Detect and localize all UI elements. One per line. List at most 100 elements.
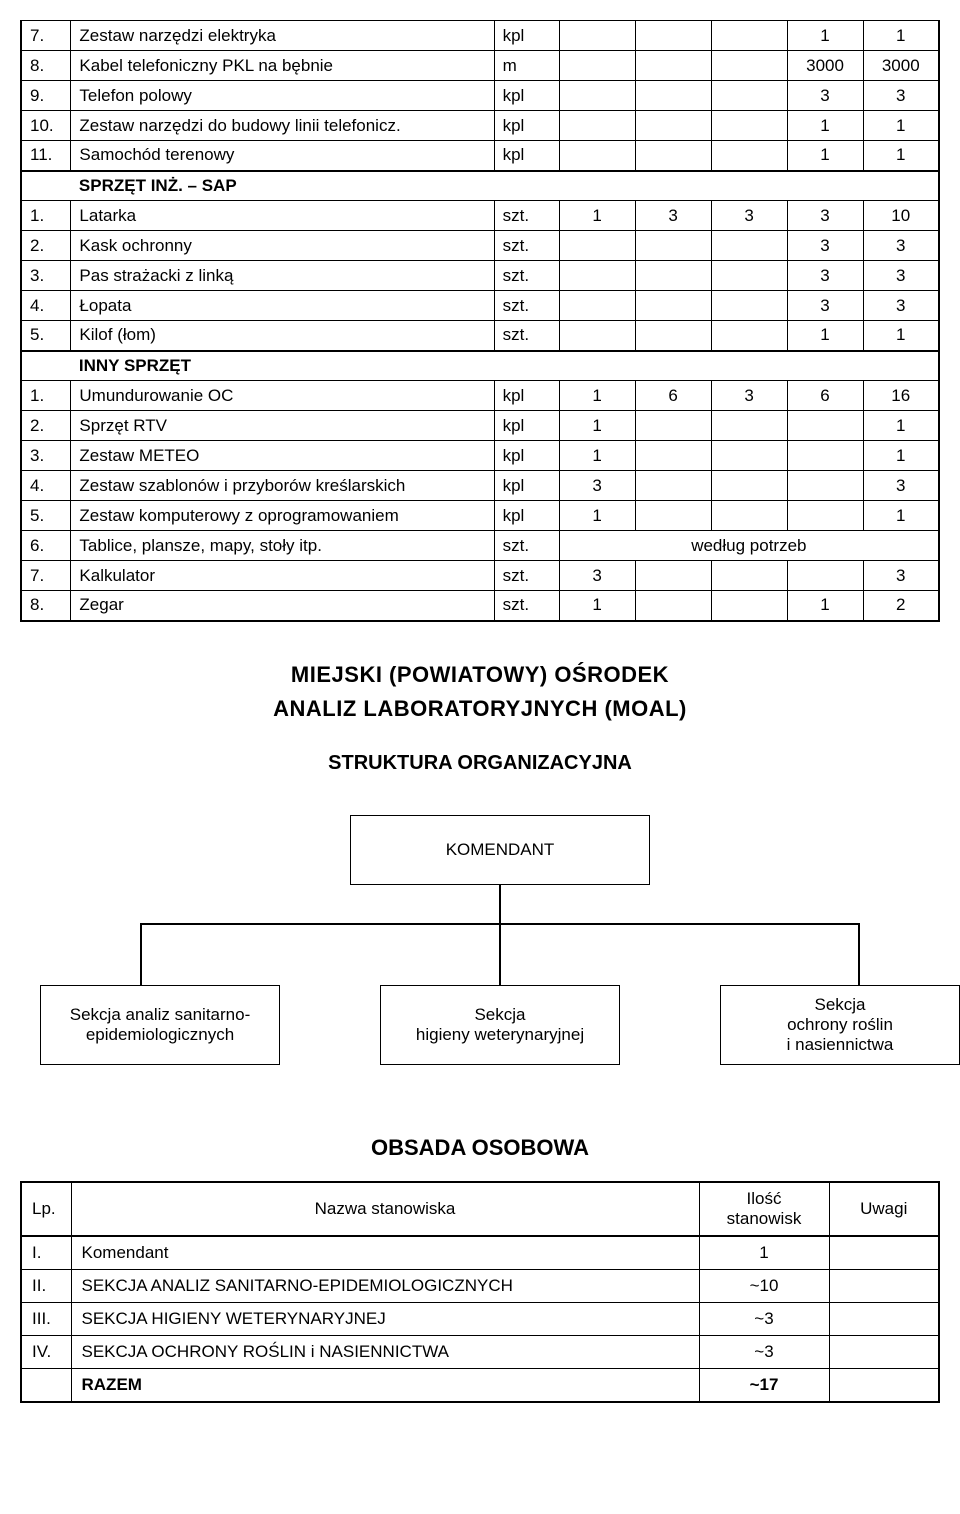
cell: 4. xyxy=(21,471,71,501)
cell: 3. xyxy=(21,261,71,291)
cell-value xyxy=(635,21,711,51)
section-row: INNY SPRZĘT xyxy=(21,351,939,381)
cell-value xyxy=(635,561,711,591)
cell: Kilof (łom) xyxy=(71,321,494,351)
cell-value: 1 xyxy=(559,441,635,471)
staff-cell xyxy=(829,1302,939,1335)
cell: szt. xyxy=(494,321,559,351)
cell-value xyxy=(635,231,711,261)
cell: szt. xyxy=(494,291,559,321)
cell: Umundurowanie OC xyxy=(71,381,494,411)
cell-value: 3 xyxy=(635,201,711,231)
cell-value xyxy=(711,411,787,441)
staff-cell: Komendant xyxy=(71,1236,699,1270)
table-row: 1.Umundurowanie OCkpl163616 xyxy=(21,381,939,411)
cell: kpl xyxy=(494,21,559,51)
cell-value: 1 xyxy=(787,21,863,51)
cell: 7. xyxy=(21,561,71,591)
staff-cell: SEKCJA ANALIZ SANITARNO-EPIDEMIOLOGICZNY… xyxy=(71,1269,699,1302)
table-row: 4.Łopataszt. 33 xyxy=(21,291,939,321)
cell: 8. xyxy=(21,51,71,81)
staff-head-name: Nazwa stanowiska xyxy=(71,1182,699,1236)
table-row: 3.Pas strażacki z linkąszt.33 xyxy=(21,261,939,291)
org-line xyxy=(499,885,501,925)
equipment-table: 7.Zestaw narzędzi elektrykakpl118.Kabel … xyxy=(20,20,940,622)
staff-cell xyxy=(829,1335,939,1368)
staff-header-row: Lp. Nazwa stanowiska Ilość stanowisk Uwa… xyxy=(21,1182,939,1236)
cell-value: 3 xyxy=(863,291,939,321)
cell: kpl xyxy=(494,471,559,501)
cell-value: 1 xyxy=(559,591,635,621)
cell-value: 3000 xyxy=(863,51,939,81)
org-right-box: Sekcja ochrony roślin i nasiennictwa xyxy=(720,985,960,1065)
cell-value xyxy=(635,411,711,441)
staff-cell xyxy=(829,1236,939,1270)
cell-value: 1 xyxy=(787,141,863,171)
cell-value: 1 xyxy=(787,591,863,621)
cell: Samochód terenowy xyxy=(71,141,494,171)
cell: kpl xyxy=(494,111,559,141)
cell-value: 1 xyxy=(863,321,939,351)
cell-value: 1 xyxy=(559,501,635,531)
cell-value xyxy=(635,261,711,291)
cell-value xyxy=(635,441,711,471)
table-row: 8.Kabel telefoniczny PKL na bębniem30003… xyxy=(21,51,939,81)
cell-value xyxy=(711,591,787,621)
staff-cell xyxy=(21,1368,71,1402)
staff-title: OBSADA OSOBOWA xyxy=(20,1135,940,1161)
cell-value: 6 xyxy=(635,381,711,411)
cell: Zestaw narzędzi elektryka xyxy=(71,21,494,51)
org-line xyxy=(499,923,501,985)
cell: 5. xyxy=(21,501,71,531)
cell: kpl xyxy=(494,501,559,531)
table-row: 7.Kalkulatorszt.33 xyxy=(21,561,939,591)
heading-structure: STRUKTURA ORGANIZACYJNA xyxy=(20,752,940,775)
cell: m xyxy=(494,51,559,81)
cell-value xyxy=(787,501,863,531)
cell-value: 16 xyxy=(863,381,939,411)
cell: Zestaw komputerowy z oprogramowaniem xyxy=(71,501,494,531)
cell: 8. xyxy=(21,591,71,621)
cell: 1. xyxy=(21,381,71,411)
cell-value xyxy=(635,81,711,111)
table-row: 3.Zestaw METEOkpl11 xyxy=(21,441,939,471)
staff-cell xyxy=(829,1368,939,1402)
cell: szt. xyxy=(494,231,559,261)
staff-cell: SEKCJA HIGIENY WETERYNARYJNEJ xyxy=(71,1302,699,1335)
cell: 5. xyxy=(21,321,71,351)
org-top-label: KOMENDANT xyxy=(446,840,555,860)
cell-value xyxy=(559,81,635,111)
staff-cell: ~17 xyxy=(699,1368,829,1402)
staff-cell: III. xyxy=(21,1302,71,1335)
staff-cell: ~3 xyxy=(699,1335,829,1368)
cell: Łopata xyxy=(71,291,494,321)
staff-row: IV.SEKCJA OCHRONY ROŚLIN i NASIENNICTWA~… xyxy=(21,1335,939,1368)
cell-value: 6 xyxy=(787,381,863,411)
staff-table: Lp. Nazwa stanowiska Ilość stanowisk Uwa… xyxy=(20,1181,940,1403)
org-right-label: Sekcja ochrony roślin i nasiennictwa xyxy=(787,995,894,1055)
cell-value xyxy=(559,21,635,51)
cell-value xyxy=(559,321,635,351)
cell-value: 3 xyxy=(787,231,863,261)
cell-value xyxy=(635,321,711,351)
cell-value xyxy=(559,111,635,141)
cell-value xyxy=(787,471,863,501)
cell: 7. xyxy=(21,21,71,51)
cell-value xyxy=(711,231,787,261)
cell-value: 3 xyxy=(787,81,863,111)
cell-value xyxy=(635,111,711,141)
table-row: 5.Zestaw komputerowy z oprogramowaniemkp… xyxy=(21,501,939,531)
staff-head-uwagi: Uwagi xyxy=(829,1182,939,1236)
cell: 2. xyxy=(21,411,71,441)
cell-value: 3 xyxy=(863,231,939,261)
cell: 3. xyxy=(21,441,71,471)
cell-value xyxy=(711,561,787,591)
cell-value xyxy=(787,411,863,441)
cell: 4. xyxy=(21,291,71,321)
section-header: SPRZĘT INŻ. – SAP xyxy=(71,171,939,201)
cell-value: 3 xyxy=(787,291,863,321)
cell-value: 1 xyxy=(787,321,863,351)
cell-value: 3 xyxy=(863,81,939,111)
cell-value xyxy=(635,501,711,531)
cell-value: 1 xyxy=(863,501,939,531)
